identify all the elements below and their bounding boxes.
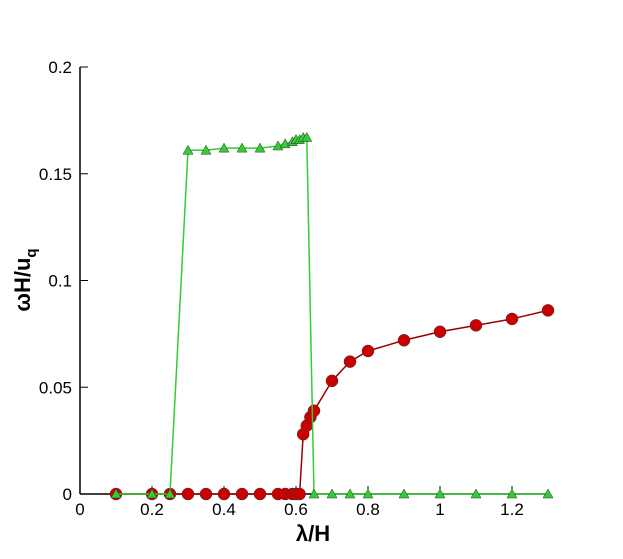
x-tick-label: 0.2 — [140, 500, 164, 519]
x-tick-label: 1.2 — [500, 500, 524, 519]
circle-marker — [361, 344, 375, 358]
y-tick-label: 0.1 — [48, 272, 72, 291]
triangle-marker — [200, 144, 212, 155]
y-axis-label-sub: q — [23, 248, 40, 257]
circle-marker — [541, 304, 555, 317]
triangle-marker — [434, 488, 446, 499]
triangle-marker — [326, 488, 338, 499]
circle-marker — [199, 487, 213, 501]
circle-marker — [433, 325, 447, 338]
y-tick-label: 0.05 — [39, 378, 72, 397]
triangle-marker — [301, 131, 313, 142]
circle-marker — [469, 319, 483, 332]
circle-marker — [181, 487, 195, 501]
y-axis-label: ωH/uq — [10, 248, 40, 311]
circle-marker — [325, 374, 339, 388]
y-axis-label-main: ωH/u — [10, 258, 35, 312]
y-tick-label: 0 — [63, 485, 72, 504]
circle-marker — [253, 487, 267, 501]
triangle-marker — [164, 488, 176, 499]
triangle-marker — [110, 488, 122, 499]
triangle-marker — [506, 488, 518, 499]
x-tick-label: 1 — [435, 500, 444, 519]
triangle-marker — [542, 488, 554, 499]
triangle-marker — [182, 144, 194, 155]
triangle-marker — [218, 142, 230, 153]
circle-marker — [217, 487, 231, 501]
triangle-marker — [146, 488, 158, 499]
circle-marker — [293, 487, 306, 501]
x-tick-label: 0.4 — [212, 500, 236, 519]
circle-marker — [397, 334, 411, 347]
circle-marker — [343, 355, 357, 368]
triangle-marker — [236, 142, 248, 153]
triangle-marker — [398, 488, 410, 499]
triangle-marker — [362, 488, 374, 499]
triangle-marker — [470, 488, 482, 499]
x-tick-label: 0.8 — [356, 500, 380, 519]
x-tick-label: 0 — [75, 500, 84, 519]
circle-marker — [235, 487, 249, 501]
series-line — [116, 309, 549, 495]
circle-marker — [505, 312, 519, 326]
circle-marker — [307, 404, 321, 417]
y-tick-label: 0.2 — [48, 58, 72, 77]
triangle-marker — [344, 488, 356, 499]
x-axis-label: λ/H — [296, 521, 330, 546]
triangle-marker — [308, 488, 320, 499]
y-tick-label: 0.15 — [39, 165, 72, 184]
x-tick-label: 0.6 — [284, 500, 308, 519]
series-line — [116, 136, 548, 495]
triangle-marker — [254, 142, 266, 153]
